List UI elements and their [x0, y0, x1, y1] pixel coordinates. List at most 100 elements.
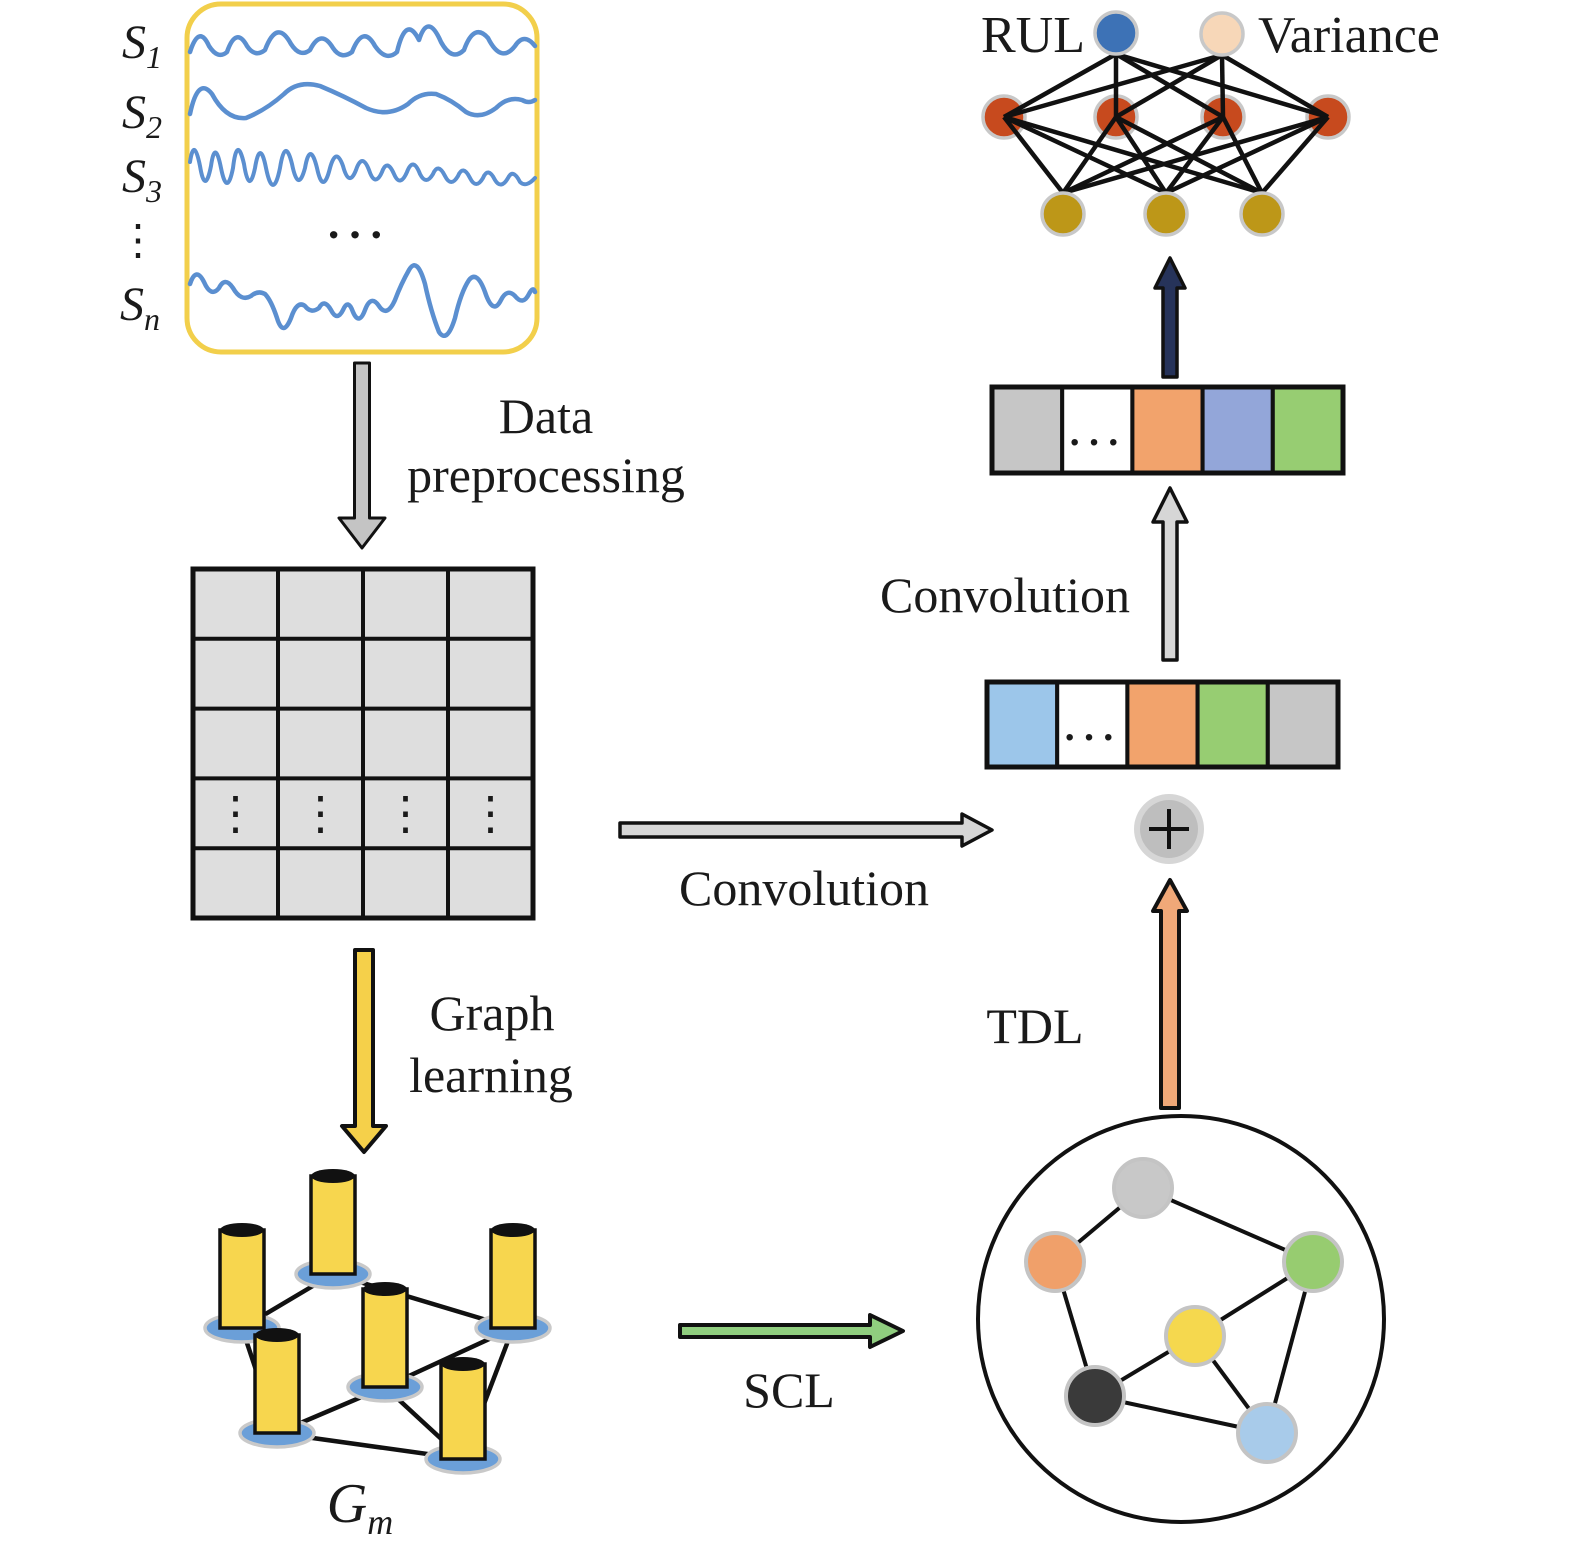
rul-label: RUL: [981, 7, 1085, 64]
nn-edge: [1062, 114, 1329, 196]
matrix-vdots: ⋮: [298, 788, 344, 839]
vector-cell: [1270, 385, 1346, 475]
vector-cell: [990, 385, 1065, 475]
nn-edge: [1219, 54, 1226, 118]
output-arrow: [1153, 256, 1187, 379]
data-preprocessing-label-line1: Data: [499, 388, 593, 444]
vector-border: [984, 679, 1341, 770]
sensor-graph: Gm: [203, 1169, 552, 1542]
scl-arrow: [678, 1313, 905, 1349]
convolution-fusion-arrow: [1151, 486, 1189, 662]
embedding-node-orange: [1024, 1231, 1086, 1293]
cylinder-top: [255, 1328, 299, 1342]
nn-edge: [1061, 115, 1118, 195]
graph-learning-label-line2: learning: [409, 1047, 573, 1103]
graph-g-label: Gm: [327, 1473, 393, 1542]
cylinder-node: [474, 1223, 552, 1344]
nn-edges: [1002, 51, 1330, 196]
nn-edge: [1002, 52, 1118, 119]
convolution-main-step: Convolution: [618, 812, 994, 916]
cylinder-body: [218, 1228, 266, 1330]
vector-ellipsis: ···: [1068, 420, 1126, 465]
nn-output-node-variance: [1199, 11, 1245, 57]
embedding-node-black: [1064, 1365, 1126, 1427]
embedding-node-blue: [1236, 1402, 1298, 1464]
signal-wave-s3: [188, 148, 537, 187]
cylinder-top: [220, 1223, 264, 1237]
cylinder-node: [238, 1328, 316, 1449]
embedding-graph: [976, 1114, 1386, 1524]
signal-label-s2: S2: [122, 86, 162, 145]
cylinder-node: [203, 1223, 281, 1344]
nn-edge: [1003, 114, 1263, 196]
signal-wave-sn: [187, 263, 538, 338]
scl-step: SCL: [678, 1313, 905, 1418]
data-preprocessing-label-line2: preprocessing: [407, 447, 685, 503]
matrix-vdots: ⋮: [468, 788, 514, 839]
cylinder-body: [361, 1287, 409, 1389]
data-preprocessing-step: Data preprocessing: [337, 361, 685, 550]
tdl-step: TDL: [986, 878, 1189, 1110]
convolution-fusion-step: Convolution: [880, 486, 1189, 662]
tdl-label: TDL: [986, 998, 1083, 1054]
embedding-node-green: [1282, 1231, 1344, 1293]
nn-edge: [1002, 115, 1065, 195]
embedding-node-gray: [1112, 1157, 1174, 1219]
nn-input-node: [1239, 191, 1285, 237]
signal-wave-s2: [187, 82, 538, 121]
sensor-matrix: ⋮ ⋮ ⋮ ⋮: [190, 566, 536, 921]
signals-panel: ··· S1 S2 S3 ⋮ Sn: [117, 1, 540, 355]
cylinder-node: [346, 1282, 424, 1403]
signals-ellipsis: ···: [326, 209, 390, 260]
vector-border: [989, 384, 1346, 476]
signal-label-s3: S3: [122, 150, 162, 209]
nn-edge: [1260, 115, 1330, 195]
graph-learning-step: Graph learning: [340, 948, 573, 1154]
nn-edge: [1220, 53, 1330, 119]
convolution-main-arrow: [618, 812, 994, 848]
cylinder-top: [491, 1223, 535, 1237]
cylinder-top: [363, 1282, 407, 1296]
vector-cell: [985, 680, 1060, 769]
embedding-node-yellow: [1164, 1305, 1226, 1367]
cylinder-node: [424, 1357, 502, 1475]
cylinder-body: [489, 1228, 537, 1330]
data-preprocessing-arrow: [337, 361, 387, 550]
nn-edge: [1003, 114, 1167, 196]
tdl-arrow: [1151, 878, 1189, 1110]
cylinder-top: [441, 1357, 485, 1371]
nn-edge: [1165, 114, 1329, 196]
nn-edge: [1114, 53, 1224, 119]
matrix-vdots: ⋮: [383, 788, 429, 839]
neural-network: RUL Variance: [981, 7, 1440, 237]
plus-icon: [1149, 809, 1189, 849]
feature-vector-bottom: ···: [984, 679, 1341, 770]
convolution-main-label: Convolution: [679, 860, 929, 916]
fusion-plus: [1134, 794, 1204, 864]
feature-vector-top: ···: [989, 384, 1346, 476]
cylinder-body: [309, 1174, 357, 1276]
matrix-vdots: ⋮: [213, 788, 259, 839]
nn-output-node-rul: [1093, 10, 1139, 56]
matrix-grid-lines: [193, 569, 533, 918]
nn-edge: [1062, 114, 1224, 196]
convolution-fusion-label: Convolution: [880, 567, 1130, 623]
nn-input-node: [1143, 191, 1189, 237]
cylinder-node: [294, 1169, 372, 1290]
vector-cell: [1125, 680, 1200, 769]
nn-edge: [1003, 52, 1223, 120]
signal-wave-s1: [187, 24, 538, 59]
graph-learning-label-line1: Graph: [430, 985, 555, 1041]
scl-label: SCL: [743, 1362, 835, 1418]
cylinder-body: [253, 1333, 301, 1435]
cylinder-top: [311, 1169, 355, 1183]
signal-labels-vdots: ⋮: [117, 218, 159, 264]
vector-cell: [1130, 385, 1205, 475]
vector-cell: [1265, 680, 1341, 769]
signal-label-sn: Sn: [120, 278, 160, 337]
graph-learning-arrow: [340, 948, 388, 1154]
cylinder-body: [439, 1362, 487, 1461]
vector-cell: [1195, 680, 1270, 769]
